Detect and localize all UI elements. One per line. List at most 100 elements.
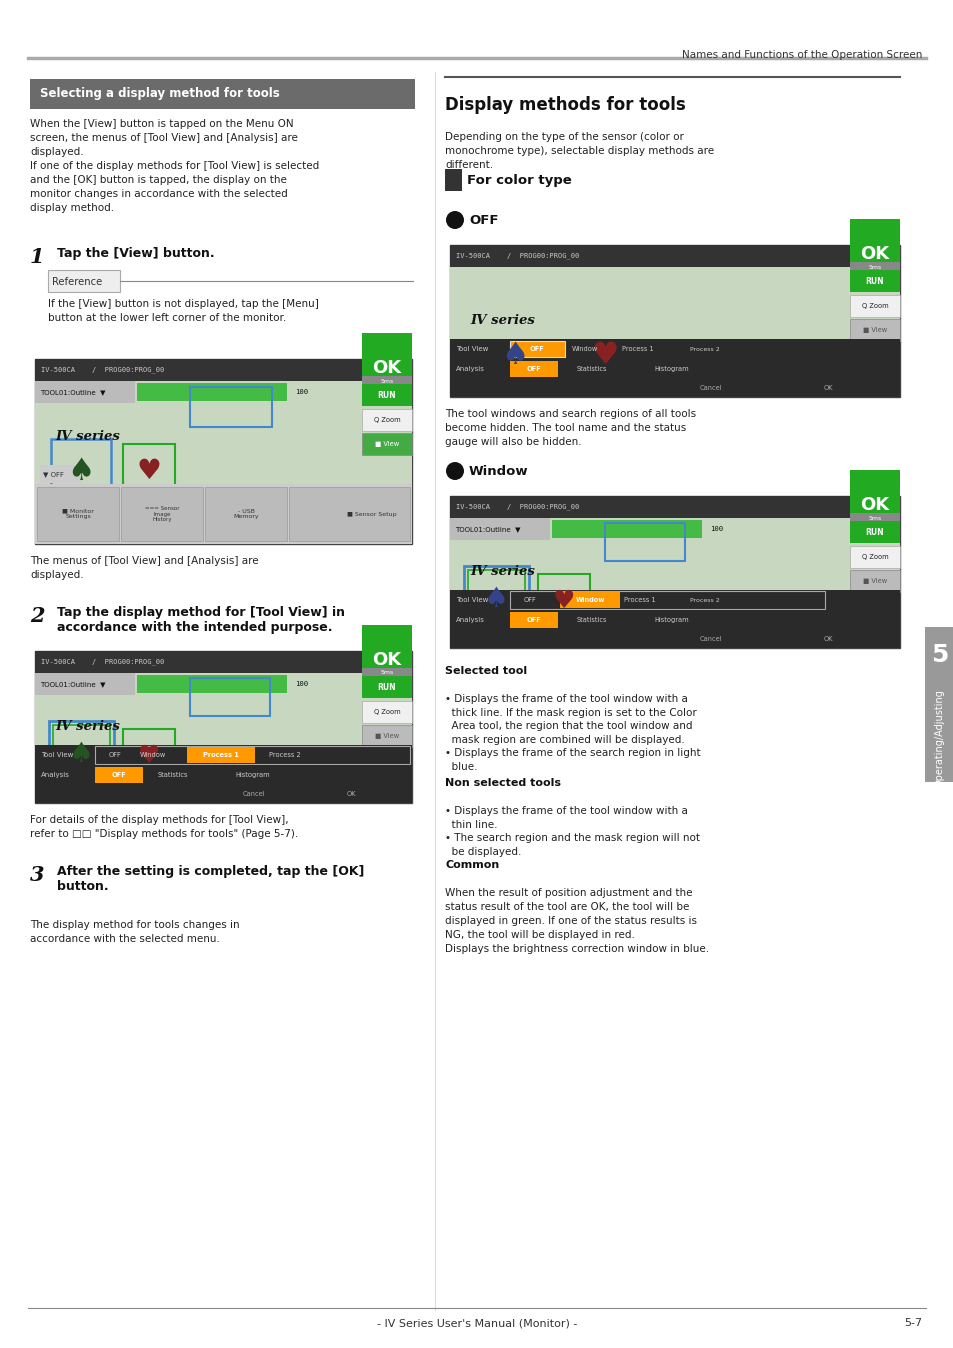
Text: === Sensor
Image
History: === Sensor Image History [145,506,179,522]
Bar [289,487,410,541]
Bar [361,433,412,456]
Text: Depending on the type of the sensor (color or
monochrome type), selectable displ: Depending on the type of the sensor (col… [444,132,714,170]
Bar [123,729,174,779]
Text: Tool View: Tool View [456,346,488,352]
Bar [849,218,899,267]
Bar [95,767,143,783]
Bar [35,651,412,803]
Text: Histogram: Histogram [235,772,270,778]
Text: The display method for tools changes in
accordance with the selected menu.: The display method for tools changes in … [30,919,239,944]
Bar [849,470,899,518]
Text: OFF: OFF [529,346,544,352]
Text: IV series: IV series [55,720,120,732]
Bar [444,168,461,191]
Bar [205,487,287,541]
Text: Cancel: Cancel [242,791,265,797]
Text: Q Zoom: Q Zoom [861,554,887,559]
Text: Statistics: Statistics [577,367,607,372]
Text: RUN: RUN [377,391,395,399]
Text: Process 1: Process 1 [203,752,238,758]
Bar [361,376,412,386]
Text: OFF: OFF [526,617,540,623]
Text: OK: OK [860,245,888,263]
Text: OK: OK [822,386,832,391]
Text: 5ms: 5ms [867,264,881,270]
Text: 3: 3 [30,865,45,886]
Bar [51,439,111,497]
Text: ♥: ♥ [137,744,160,768]
Bar [849,520,899,543]
Text: Reference: Reference [52,276,102,287]
Bar [849,295,899,317]
Text: Process 2: Process 2 [269,752,300,758]
Text: ♥: ♥ [136,457,161,485]
Bar [190,678,270,716]
Bar [37,487,119,541]
Text: Cancel: Cancel [699,386,721,391]
Text: ■ View: ■ View [375,441,398,448]
Text: OK: OK [822,636,832,642]
Text: • Displays the frame of the tool window with a
  thick line. If the mask region : • Displays the frame of the tool window … [444,694,700,772]
Bar [35,673,412,766]
Bar [35,745,412,766]
Text: ♠: ♠ [68,457,94,485]
Text: TOOL01:Outline  ▼: TOOL01:Outline ▼ [455,526,520,532]
Text: IV-500CA    /  PROG00:PROG_00: IV-500CA / PROG00:PROG_00 [456,504,578,511]
Text: TOOL01:Outline  ▼: TOOL01:Outline ▼ [40,390,106,395]
Bar [361,725,412,747]
Bar [450,630,899,648]
Text: ♠: ♠ [69,740,93,768]
Bar [604,523,684,561]
Text: OFF: OFF [469,213,498,226]
Circle shape [446,212,463,229]
Bar [190,387,272,427]
Text: ▼ OFF: ▼ OFF [43,470,64,477]
Text: OFF: OFF [109,752,121,758]
Text: Statistics: Statistics [577,617,607,623]
Text: RUN: RUN [864,276,883,286]
Text: The menus of [Tool View] and [Analysis] are
displayed.: The menus of [Tool View] and [Analysis] … [30,555,258,580]
Bar [849,514,899,523]
Bar [361,384,412,406]
Bar [40,465,82,483]
Text: Analysis: Analysis [456,367,484,372]
Bar [121,487,203,541]
Bar [450,359,899,379]
Bar [35,484,412,545]
Text: 2: 2 [30,607,45,625]
Bar [450,245,899,398]
Bar [559,592,619,608]
Text: 100: 100 [294,681,308,687]
Text: OFF: OFF [112,772,126,778]
Text: When the result of position adjustment and the
status result of the tool are OK,: When the result of position adjustment a… [444,888,708,954]
Text: 5ms: 5ms [867,515,881,520]
Bar [137,675,287,693]
Text: Tap the display method for [Tool View] in
accordance with the intended purpose.: Tap the display method for [Tool View] i… [57,607,345,634]
Text: 5-7: 5-7 [902,1318,921,1328]
Text: Process 1: Process 1 [621,346,653,352]
Bar [187,747,254,763]
Bar [450,245,849,267]
Text: IV series: IV series [55,430,120,443]
Text: For color type: For color type [467,174,571,186]
Text: Window: Window [140,752,166,758]
Bar [849,270,899,293]
Text: 5ms: 5ms [380,379,394,383]
Bar [35,785,412,803]
Bar [849,319,899,341]
Text: Q Zoom: Q Zoom [374,709,400,714]
Bar [137,383,287,400]
Text: IV series: IV series [470,314,535,326]
Text: OK: OK [860,496,888,514]
Text: ♠: ♠ [500,341,528,369]
Text: RUN: RUN [377,682,395,692]
Text: Analysis: Analysis [41,772,70,778]
Text: Names and Functions of the Operation Screen: Names and Functions of the Operation Scr… [680,50,921,61]
Text: Process 1: Process 1 [623,597,655,603]
Circle shape [446,462,463,480]
Bar [361,675,412,698]
Text: Process 2: Process 2 [689,597,720,603]
Bar [35,651,361,673]
Text: ■ View: ■ View [375,733,398,739]
Bar [95,745,410,764]
